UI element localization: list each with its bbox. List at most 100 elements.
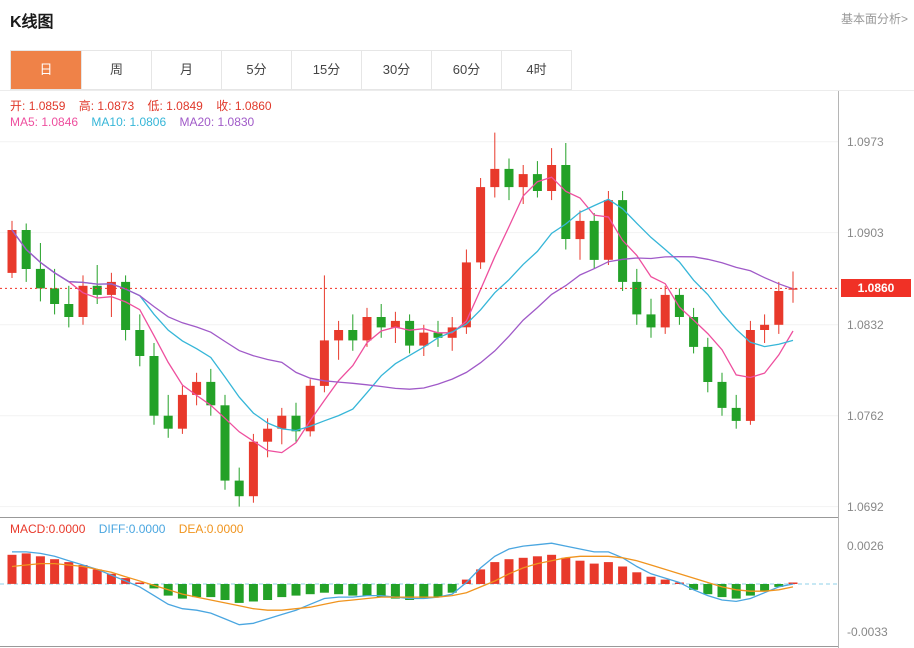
macd-bar bbox=[348, 584, 358, 596]
macd-bar bbox=[390, 584, 400, 599]
diff-value: DIFF:0.0000 bbox=[98, 522, 166, 536]
macd-bar bbox=[376, 584, 386, 598]
candle-body bbox=[135, 330, 145, 356]
candle-body bbox=[376, 317, 386, 328]
macd-bar bbox=[206, 584, 216, 598]
ma20-legend: MA20: 1.0830 bbox=[179, 115, 255, 129]
macd-bar bbox=[618, 566, 628, 584]
macd-bar bbox=[362, 584, 372, 596]
ma5-line bbox=[11, 176, 794, 454]
candle-body bbox=[78, 285, 88, 317]
candle-body bbox=[220, 405, 230, 481]
ohlc-close: 收: 1.0860 bbox=[216, 99, 272, 113]
y-tick-label: 1.0692 bbox=[847, 499, 884, 514]
macd-bar bbox=[291, 584, 301, 596]
period-tab-7[interactable]: 4时 bbox=[501, 51, 571, 89]
macd-bar bbox=[575, 560, 585, 584]
y-axis: 1.0860 1.0973 1.0903 1.0832 1.0762 1.0692 0.0… bbox=[838, 91, 914, 648]
dea-value: DEA:0.0000 bbox=[178, 522, 244, 536]
y-tick-label: 1.0832 bbox=[847, 317, 884, 332]
macd-bar bbox=[476, 569, 486, 584]
period-tab-2[interactable]: 月 bbox=[151, 51, 221, 89]
macd-bar bbox=[731, 584, 741, 599]
macd-bar bbox=[504, 559, 514, 584]
candle-body bbox=[163, 415, 173, 429]
candle-body bbox=[234, 480, 244, 497]
candle-body bbox=[50, 288, 60, 304]
macd-bar bbox=[192, 584, 202, 598]
period-tab-0[interactable]: 日 bbox=[11, 51, 81, 89]
ma10-legend: MA10: 1.0806 bbox=[91, 115, 167, 129]
macd-bar bbox=[674, 582, 684, 584]
macd-bar bbox=[433, 584, 443, 598]
y-tick-label: 1.0903 bbox=[847, 225, 884, 240]
ohlc-high: 高: 1.0873 bbox=[78, 99, 135, 113]
ma20-line bbox=[11, 229, 794, 390]
period-tabs: 日周月 5分 15分 30分 60分 4时 bbox=[10, 50, 572, 90]
candle-body bbox=[419, 332, 429, 346]
period-tab-6[interactable]: 60分 bbox=[431, 51, 501, 89]
macd-bar bbox=[106, 573, 116, 584]
period-tab-3[interactable]: 5分 bbox=[221, 51, 291, 89]
macd-bar bbox=[419, 584, 429, 599]
candle-body bbox=[362, 317, 372, 341]
candle-body bbox=[263, 428, 273, 442]
chart-area: 开: 1.0859 高: 1.0873 低: 1.0849 收: 1.0860 … bbox=[0, 90, 914, 648]
macd-bar bbox=[177, 584, 187, 599]
candle-body bbox=[518, 174, 528, 188]
panel-divider bbox=[0, 517, 914, 518]
candle-body bbox=[632, 281, 642, 315]
candle-body bbox=[703, 346, 713, 382]
macd-bar bbox=[717, 584, 727, 598]
macd-bar bbox=[405, 584, 415, 600]
macd-bar bbox=[64, 562, 74, 584]
candle-body bbox=[689, 317, 699, 347]
fundamental-analysis-link[interactable]: 基本面分析> bbox=[840, 12, 908, 26]
candle-body bbox=[575, 220, 585, 240]
macd-bar bbox=[7, 554, 17, 584]
macd-bar bbox=[248, 584, 258, 602]
macd-bar bbox=[78, 565, 88, 584]
candle-body bbox=[476, 187, 486, 263]
candlestick-chart[interactable] bbox=[0, 91, 838, 517]
macd-bar bbox=[646, 576, 656, 584]
macd-bar bbox=[745, 584, 755, 596]
period-tab-1[interactable]: 周 bbox=[81, 51, 151, 89]
macd-bar bbox=[603, 562, 613, 584]
period-tab-4[interactable]: 15分 bbox=[291, 51, 361, 89]
macd-bar bbox=[703, 584, 713, 595]
macd-bar bbox=[561, 557, 571, 584]
candle-body bbox=[461, 262, 471, 328]
candle-body bbox=[660, 294, 670, 328]
candle-body bbox=[561, 165, 571, 239]
candle-body bbox=[248, 441, 258, 497]
diff-line bbox=[12, 542, 794, 626]
ohlc-low: 低: 1.0849 bbox=[147, 99, 203, 113]
candle-body bbox=[277, 415, 287, 429]
candle-body bbox=[291, 415, 301, 432]
macd-bar bbox=[518, 557, 528, 584]
ohlc-legend: 开: 1.0859 高: 1.0873 低: 1.0849 收: 1.0860 bbox=[10, 97, 282, 114]
candle-body bbox=[177, 394, 187, 429]
ma5-legend: MA5: 1.0846 bbox=[10, 115, 79, 129]
candle-body bbox=[490, 168, 500, 188]
candle-body bbox=[121, 281, 131, 330]
candle-body bbox=[206, 381, 216, 406]
candle-body bbox=[717, 381, 727, 408]
ma-legend: MA5: 1.0846 MA10: 1.0806 MA20: 1.0830 bbox=[10, 115, 264, 129]
candle-body bbox=[92, 285, 102, 295]
candle-body bbox=[192, 381, 202, 395]
candle-body bbox=[504, 168, 514, 188]
macd-bar bbox=[632, 572, 642, 584]
macd-bar bbox=[589, 563, 599, 584]
period-tab-5[interactable]: 30分 bbox=[361, 51, 431, 89]
macd-bar bbox=[334, 584, 344, 595]
macd-bar bbox=[277, 584, 287, 598]
macd-bar bbox=[21, 553, 31, 584]
candle-body bbox=[348, 330, 358, 341]
candle-body bbox=[731, 407, 741, 421]
macd-chart[interactable] bbox=[0, 517, 838, 648]
y-tick-label: 0.0026 bbox=[847, 539, 884, 554]
macd-bar bbox=[660, 579, 670, 584]
candle-body bbox=[603, 200, 613, 260]
